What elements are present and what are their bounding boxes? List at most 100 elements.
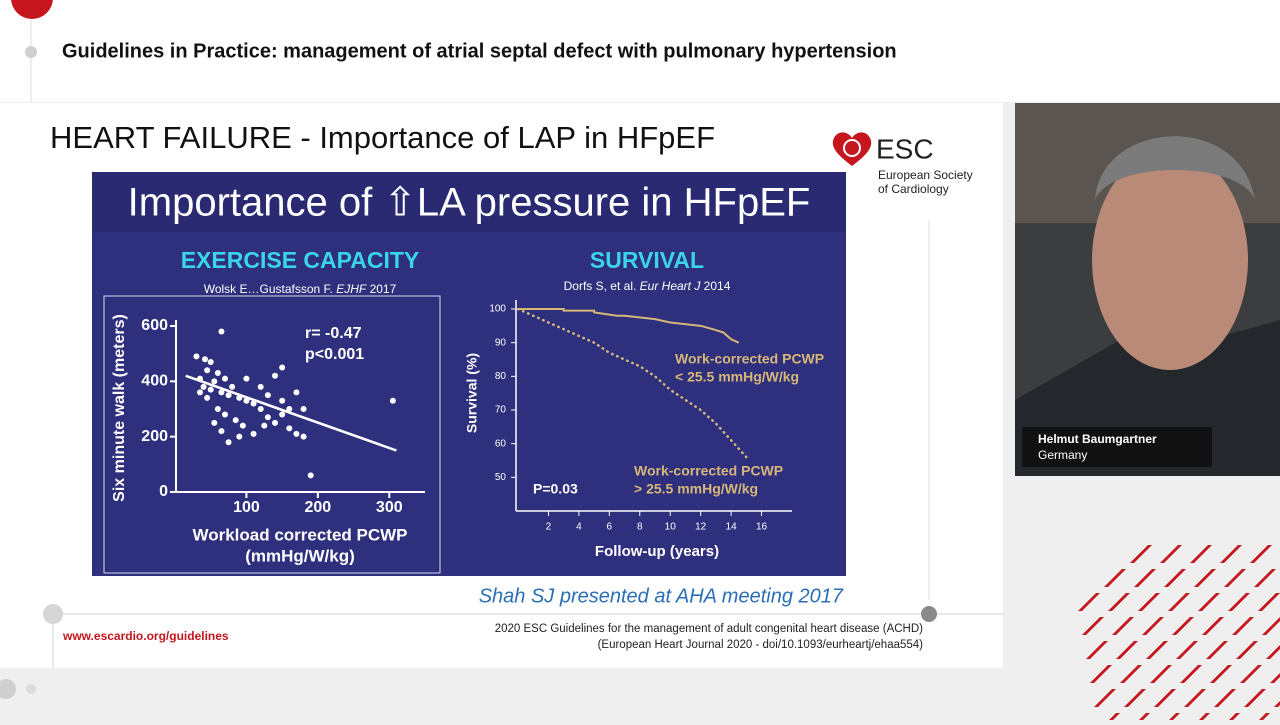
decor-shape: [1120, 665, 1142, 683]
citation-year: 2014: [700, 279, 730, 293]
y-tick-label: 200: [141, 428, 168, 445]
scatter-point: [197, 389, 203, 396]
decor-dot: [26, 684, 36, 694]
decor-shape: [1232, 617, 1254, 635]
x-axis-label: (mmHg/W/kg): [245, 546, 355, 565]
scatter-point: [193, 353, 200, 360]
logo-heart: [832, 132, 872, 166]
decor-shape: [1270, 673, 1280, 683]
chart-frame: [103, 295, 441, 574]
figure-title: Importance of ⇧LA pressure in HFpEF: [128, 181, 811, 225]
logo-text: European Society: [878, 168, 973, 182]
video-hair: [1095, 136, 1255, 200]
decor-pattern: [1078, 545, 1280, 725]
decor-shape: [1176, 641, 1198, 659]
survival-curve: [516, 307, 748, 459]
decor-shape: [1214, 689, 1236, 707]
decor-shape: [1116, 641, 1138, 659]
y-tick-label: 80: [495, 371, 507, 382]
decor-shape: [1168, 593, 1190, 611]
decor-shape: [1220, 545, 1242, 563]
y-axis-label: Survival (%): [464, 353, 480, 433]
citation-year: 2017: [366, 282, 396, 296]
scatter-point: [225, 439, 232, 446]
citation-journal: EJHF: [336, 282, 367, 296]
curve-label: < 25.5 mmHg/W/kg: [675, 369, 799, 385]
y-tick-label: 400: [141, 373, 168, 390]
scatter-point: [211, 419, 218, 426]
scatter-point: [214, 406, 221, 412]
video-face: [1092, 150, 1248, 370]
scatter-point: [279, 411, 286, 418]
decor-shape: [1094, 689, 1116, 707]
decor-dot: [0, 679, 16, 699]
x-tick-label: 100: [233, 499, 260, 516]
survival-curve: [518, 308, 740, 344]
decor-dot: [43, 604, 63, 624]
decor-shape: [1134, 569, 1156, 587]
scatter-point: [279, 397, 286, 404]
scatter-point: [222, 375, 228, 382]
scatter-point: [204, 367, 211, 374]
citation: Wolsk E…Gustafsson F. EJHF 2017: [204, 282, 397, 296]
stat-p: P=0.03: [533, 481, 578, 497]
decor-shape: [1124, 689, 1146, 707]
decor-shape: [1184, 689, 1206, 707]
decor-shape: [1236, 641, 1258, 659]
scatter-point: [225, 392, 232, 399]
x-tick-label: 12: [695, 522, 707, 533]
scatter-point: [218, 328, 225, 335]
scatter-point: [211, 378, 218, 385]
x-tick-label: 4: [576, 522, 582, 533]
fit-line: [185, 374, 397, 452]
x-tick-label: 8: [637, 522, 643, 533]
scatter-point: [300, 406, 307, 412]
decor-shape: [1078, 593, 1100, 611]
decor-shape: [1086, 641, 1108, 659]
citation-journal: Eur Heart J: [640, 279, 702, 293]
citation-authors: Dorfs S, et al.: [564, 279, 640, 293]
scatter-point: [218, 389, 225, 396]
scatter-point: [214, 370, 221, 377]
curve-label: Work-corrected PCWP: [675, 351, 824, 367]
decor-dot: [921, 606, 937, 622]
decor-shape: [1180, 665, 1202, 683]
footer-text: (European Heart Journal 2020 - doi/10.10…: [598, 639, 924, 651]
page-title: Guidelines in Practice: management of at…: [62, 40, 897, 62]
scatter-point: [261, 422, 268, 429]
scatter-point: [207, 386, 214, 393]
x-axis-label: Workload corrected PCWP: [192, 525, 407, 544]
decor-shape: [1138, 593, 1160, 611]
scatter-point: [300, 433, 307, 440]
scatter-point: [204, 394, 211, 401]
scatter-point: [202, 356, 208, 363]
y-tick-label: 100: [489, 304, 506, 315]
scatter-point: [232, 417, 239, 424]
scatter-point: [243, 375, 250, 382]
scatter-point: [272, 419, 278, 426]
scatter-point: [207, 358, 214, 365]
decor-shape: [1228, 593, 1250, 611]
scatter-point: [257, 383, 264, 390]
decor-shape: [1250, 545, 1272, 563]
y-tick-label: 600: [141, 317, 168, 334]
x-tick-label: 14: [726, 522, 738, 533]
credit: Shah SJ presented at AHA meeting 2017: [479, 585, 844, 607]
x-tick-label: 6: [607, 522, 613, 533]
x-tick-label: 2: [546, 522, 552, 533]
scatter-point: [200, 383, 207, 390]
header-bar: [0, 0, 1280, 102]
decor-shape: [1210, 665, 1232, 683]
name-tag: [1022, 427, 1212, 467]
scatter-point: [272, 372, 278, 379]
decor-shape: [1240, 665, 1262, 683]
decor-shape: [1224, 569, 1246, 587]
decor-shape: [1262, 617, 1280, 635]
decor-shape: [1190, 545, 1212, 563]
scatter-point: [293, 430, 300, 437]
decor-shape: [1108, 593, 1130, 611]
scatter-point: [286, 425, 293, 432]
footer-url: www.escardio.org/guidelines: [62, 629, 229, 643]
scatter-point: [264, 414, 271, 421]
